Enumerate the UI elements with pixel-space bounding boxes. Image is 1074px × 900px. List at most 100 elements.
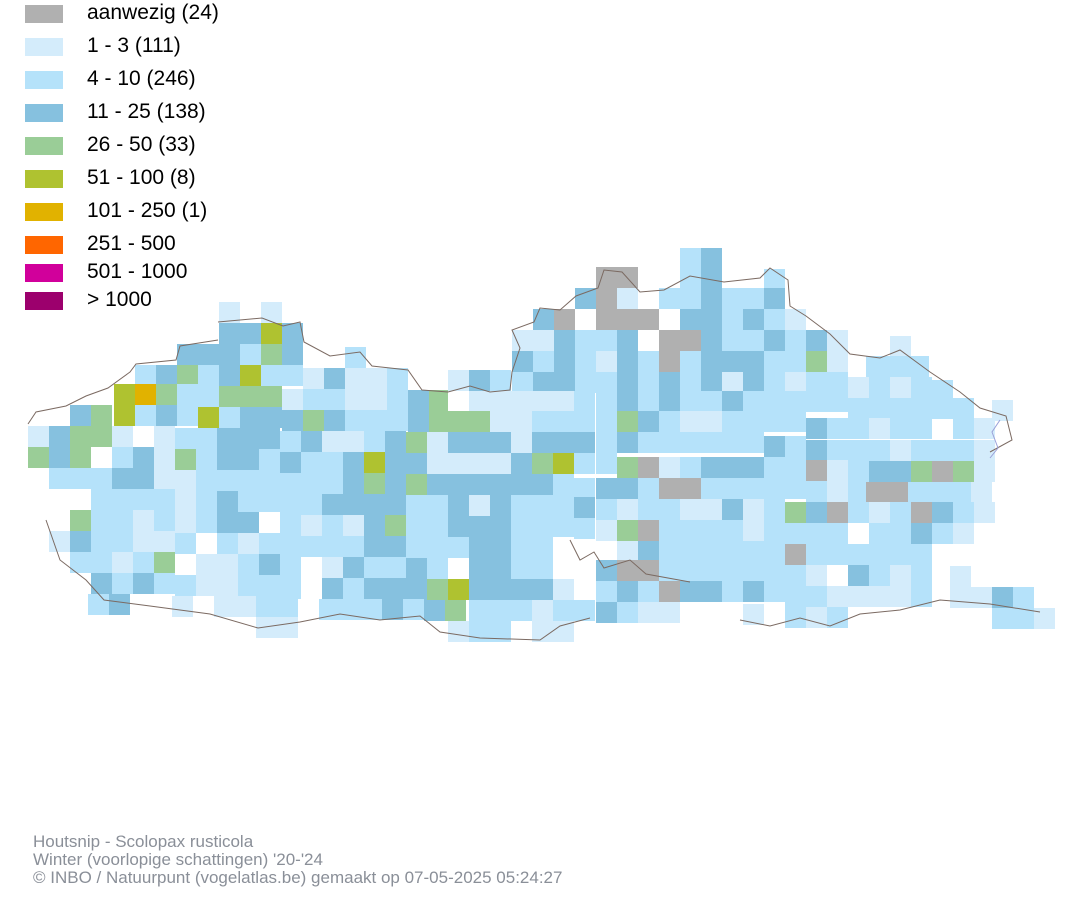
grid-cell bbox=[866, 482, 887, 503]
grid-cell bbox=[238, 491, 259, 512]
grid-cell bbox=[387, 368, 408, 389]
grid-cell bbox=[722, 520, 743, 541]
grid-cell bbox=[764, 411, 785, 432]
grid-cell bbox=[785, 478, 806, 499]
grid-cell bbox=[908, 482, 929, 503]
grid-cell bbox=[112, 447, 133, 468]
grid-cell bbox=[764, 581, 785, 602]
grid-cell bbox=[553, 516, 574, 537]
legend-label: 51 - 100 (8) bbox=[87, 166, 196, 189]
grid-cell bbox=[827, 391, 848, 412]
grid-cell bbox=[469, 391, 490, 412]
grid-cell bbox=[971, 482, 992, 503]
grid-cell bbox=[659, 411, 680, 432]
grid-cell bbox=[345, 347, 366, 368]
grid-cell bbox=[175, 491, 196, 512]
grid-cell bbox=[553, 579, 574, 600]
grid-cell bbox=[680, 309, 701, 330]
grid-cell bbox=[490, 391, 511, 412]
grid-cell bbox=[219, 386, 240, 407]
grid-cell bbox=[866, 356, 887, 377]
legend-item-101-250: 101 - 250 (1) bbox=[25, 199, 345, 223]
grid-cell bbox=[469, 370, 490, 391]
grid-cell bbox=[596, 309, 617, 330]
grid-cell bbox=[638, 581, 659, 602]
grid-cell bbox=[574, 478, 595, 499]
grid-cell bbox=[532, 516, 553, 537]
map-borders bbox=[27, 267, 1041, 641]
grid-cell bbox=[848, 565, 869, 586]
grid-cell bbox=[217, 470, 238, 491]
grid-cell bbox=[256, 617, 277, 638]
grid-cell bbox=[971, 587, 992, 608]
grid-cell bbox=[448, 516, 469, 537]
grid-cell bbox=[911, 398, 932, 419]
grid-cell bbox=[1034, 608, 1055, 629]
grid-cell bbox=[469, 474, 490, 495]
grid-cell bbox=[532, 600, 553, 621]
grid-cell bbox=[827, 481, 848, 502]
grid-cell bbox=[259, 554, 280, 575]
grid-cell bbox=[701, 520, 722, 541]
map-caption: Houtsnip - Scolopax rusticola Winter (vo… bbox=[33, 833, 562, 887]
grid-cell bbox=[743, 432, 764, 453]
grid-cell bbox=[617, 520, 638, 541]
grid-cell bbox=[554, 372, 575, 393]
grid-cell bbox=[596, 372, 617, 393]
grid-cell bbox=[91, 489, 112, 510]
grid-cell bbox=[301, 473, 322, 494]
grid-cell bbox=[743, 372, 764, 393]
grid-cell bbox=[638, 520, 659, 541]
grid-cell bbox=[869, 418, 890, 439]
grid-cell bbox=[575, 351, 596, 372]
grid-cell bbox=[280, 494, 301, 515]
grid-cell bbox=[596, 267, 617, 288]
grid-cell bbox=[364, 473, 385, 494]
grid-cell bbox=[532, 579, 553, 600]
grid-cell bbox=[764, 560, 785, 581]
grid-cell bbox=[785, 391, 806, 412]
grid-cell bbox=[596, 520, 617, 541]
grid-cell bbox=[574, 391, 595, 412]
grid-cell bbox=[385, 515, 406, 536]
legend-label: 11 - 25 (138) bbox=[87, 100, 206, 123]
grid-cell bbox=[533, 351, 554, 372]
grid-cell bbox=[785, 607, 806, 628]
grid-cell bbox=[408, 411, 429, 432]
grid-cell bbox=[638, 411, 659, 432]
grid-cell bbox=[133, 489, 154, 510]
grid-cell bbox=[532, 411, 553, 432]
grid-cell bbox=[659, 520, 680, 541]
grid-cell bbox=[617, 581, 638, 602]
grid-cell bbox=[196, 470, 217, 491]
grid-cell bbox=[890, 398, 911, 419]
grid-cell bbox=[638, 457, 659, 478]
grid-cell bbox=[764, 499, 785, 520]
grid-cell bbox=[722, 330, 743, 351]
grid-cell bbox=[135, 365, 156, 386]
grid-cell bbox=[806, 372, 827, 393]
grid-cell bbox=[554, 351, 575, 372]
grid-cell bbox=[532, 558, 553, 579]
grid-cell bbox=[511, 495, 532, 516]
grid-cell bbox=[511, 579, 532, 600]
grid-cell bbox=[953, 398, 974, 419]
grid-cell bbox=[911, 502, 932, 523]
grid-cell bbox=[322, 452, 343, 473]
grid-cell bbox=[659, 372, 680, 393]
grid-cell bbox=[282, 389, 303, 410]
grid-cell bbox=[70, 552, 91, 573]
grid-cell bbox=[322, 473, 343, 494]
grid-cell bbox=[701, 391, 722, 412]
grid-cell bbox=[112, 573, 133, 594]
grid-cell bbox=[848, 440, 869, 461]
grid-cell bbox=[827, 523, 848, 544]
grid-cell bbox=[324, 410, 345, 431]
grid-cell bbox=[238, 512, 259, 533]
grid-cell bbox=[112, 531, 133, 552]
grid-cell bbox=[911, 440, 932, 461]
grid-cell bbox=[427, 537, 448, 558]
grid-cell bbox=[303, 368, 324, 389]
grid-cell bbox=[49, 447, 70, 468]
grid-cell bbox=[198, 365, 219, 386]
